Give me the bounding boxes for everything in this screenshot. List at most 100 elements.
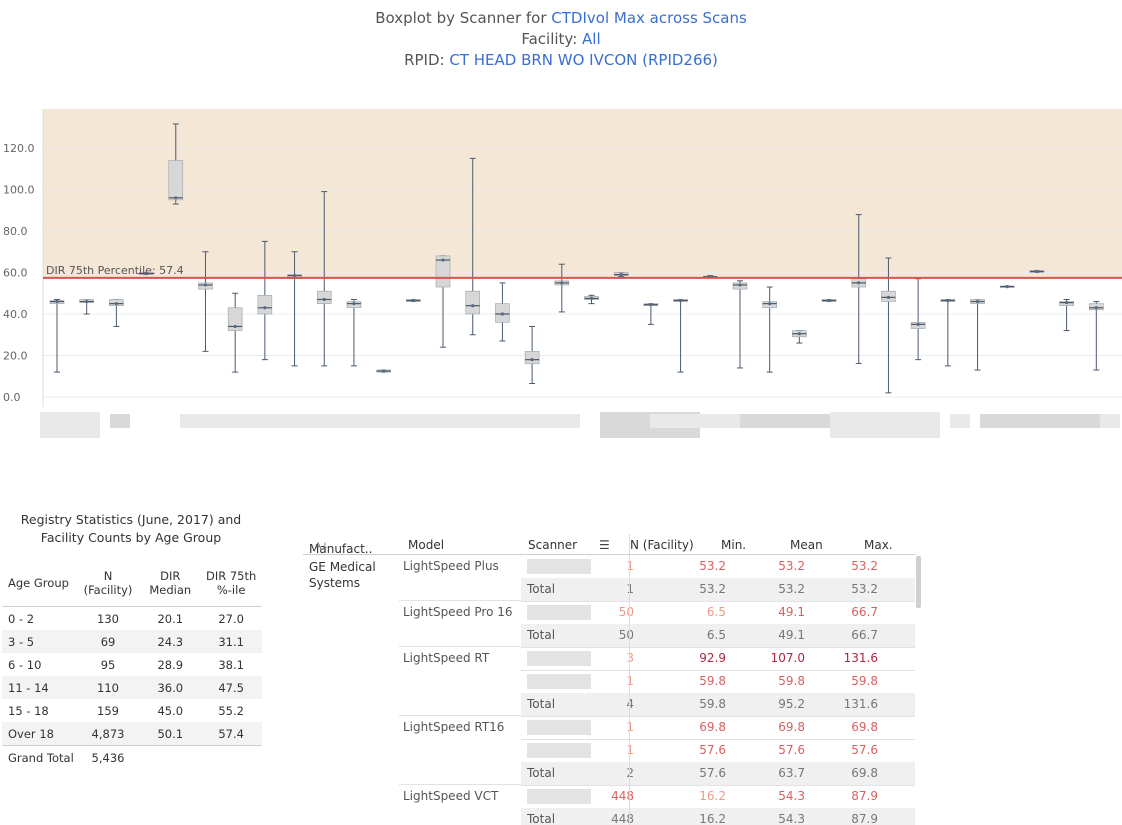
header-n-facility[interactable]: N (Facility) xyxy=(630,538,694,552)
redacted-scanner-label xyxy=(180,414,580,428)
title-prefix: Boxplot by Scanner for xyxy=(375,9,552,27)
measure-link[interactable]: CTDIvol Max across Scans xyxy=(551,9,747,27)
boxplot-chart[interactable]: 0.0 20.0 40.0 60.0 80.0 100.0 120.0 DIR 75th Pe… xyxy=(0,100,1122,410)
table-row[interactable]: 1 57.6 57.6 57.6 xyxy=(521,739,915,763)
header-p75-line2: %-ile xyxy=(216,583,246,597)
min-cell: 16.2 xyxy=(699,789,726,803)
column-divider xyxy=(629,534,630,825)
group-divider xyxy=(399,600,521,601)
n-cell: 4,873 xyxy=(75,722,141,746)
mean-cell: 69.8 xyxy=(778,720,805,734)
data-point xyxy=(263,306,267,310)
data-point xyxy=(738,283,742,287)
n-cell: 130 xyxy=(97,611,119,626)
max-cell: 131.6 xyxy=(843,651,878,665)
data-point xyxy=(1005,285,1009,289)
total-row[interactable]: Total 50 6.5 49.1 66.7 xyxy=(521,624,915,648)
header-model[interactable]: Model xyxy=(408,538,445,552)
redacted-scanner-label xyxy=(980,414,1120,428)
model-cell: LightSpeed VCT xyxy=(403,789,499,803)
box xyxy=(257,295,273,315)
redacted-scanner-label xyxy=(950,414,970,428)
redacted-scanner-name xyxy=(527,789,591,804)
min-cell: 59.8 xyxy=(699,697,726,711)
mean-cell: 53.2 xyxy=(778,582,805,596)
header-max[interactable]: Max. xyxy=(864,538,893,552)
scrollbar-thumb[interactable] xyxy=(916,556,921,608)
redacted-scanner-name xyxy=(527,674,591,689)
mean-cell: 49.1 xyxy=(778,605,805,619)
table-row[interactable]: 6 - 10 95 28.9 38.1 xyxy=(2,653,262,676)
header-p75: DIR 75th %-ile xyxy=(200,560,262,607)
p75-cell: 57.4 xyxy=(200,722,262,746)
header-scanner[interactable]: Scanner xyxy=(528,538,578,552)
median-cell: 28.9 xyxy=(157,657,184,672)
manufacturer-line-1: GE Medical xyxy=(309,560,376,574)
age-cell: 3 - 5 xyxy=(2,630,76,653)
mean-cell: 54.3 xyxy=(778,789,805,803)
total-label: Total xyxy=(527,766,556,780)
data-point xyxy=(411,298,415,303)
min-cell: 57.6 xyxy=(699,766,726,780)
max-cell: 87.9 xyxy=(851,812,878,825)
table-row[interactable]: 1 59.8 59.8 59.8 xyxy=(521,670,915,694)
table-row[interactable]: 3 - 5 69 24.3 31.1 xyxy=(2,630,262,653)
header-mean[interactable]: Mean xyxy=(790,538,823,552)
rpid-link[interactable]: CT HEAD BRN WO IVCON (RPID266) xyxy=(449,51,718,69)
header-n-line1: N xyxy=(103,569,113,583)
redacted-scanner-label xyxy=(650,414,680,428)
sort-az-icon[interactable]: A↓ xyxy=(315,542,329,552)
sort-icon[interactable]: ☰ xyxy=(599,538,610,552)
box xyxy=(227,307,243,331)
table-row[interactable]: 1 69.8 69.8 69.8 xyxy=(521,716,915,740)
table-row[interactable]: 50 6.5 49.1 66.7 xyxy=(521,601,915,625)
min-cell: 6.5 xyxy=(706,605,726,619)
p75-cell: 38.1 xyxy=(218,657,244,672)
data-point xyxy=(886,295,891,299)
max-cell: 69.8 xyxy=(851,720,878,734)
min-cell: 59.8 xyxy=(699,674,726,688)
total-label: Total xyxy=(527,628,556,642)
box xyxy=(524,351,540,365)
age-group-stats-table: Age Group N (Facility) DIR Median DIR 75th… xyxy=(2,560,262,769)
header-p75-line1: DIR 75th xyxy=(205,569,257,583)
data-point xyxy=(827,298,831,303)
table-row[interactable]: 448 16.2 54.3 87.9 xyxy=(521,785,915,809)
table-row[interactable]: 15 - 18 159 45.0 55.2 xyxy=(2,699,262,722)
data-point xyxy=(768,302,772,306)
stats-header-row: Age Group N (Facility) DIR Median DIR 75th… xyxy=(2,560,262,607)
header-min[interactable]: Min. xyxy=(721,538,747,552)
table-row[interactable]: 1 53.2 53.2 53.2 xyxy=(521,555,915,579)
manufacturer-cell: GE Medical Systems xyxy=(309,559,376,591)
data-point xyxy=(1094,306,1098,310)
mean-cell: 59.8 xyxy=(778,674,805,688)
total-row[interactable]: Total 1 53.2 53.2 53.2 xyxy=(521,578,915,602)
total-row[interactable]: Total 448 16.2 54.3 87.9 xyxy=(521,808,915,825)
data-point xyxy=(292,274,297,278)
header-n-line2: (Facility) xyxy=(83,583,133,597)
header-manufacturer-label: Manufact.. xyxy=(309,542,373,556)
table-row[interactable]: 0 - 2 130 20.1 27.0 xyxy=(2,607,262,631)
data-point xyxy=(441,258,445,262)
scanner-axis-labels xyxy=(40,412,1120,457)
above-percentile-band xyxy=(43,109,1122,278)
total-row[interactable]: Total 2 57.6 63.7 69.8 xyxy=(521,762,915,786)
total-row[interactable]: Total 4 59.8 95.2 131.6 xyxy=(521,693,915,717)
grand-total-row[interactable]: Grand Total 5,436 xyxy=(2,745,262,769)
p75-cell: 27.0 xyxy=(218,611,244,626)
y-tick-label: 80.0 xyxy=(3,225,28,238)
redacted-scanner-label xyxy=(1100,414,1120,428)
stats-title: Registry Statistics (June, 2017) and Fac… xyxy=(0,511,262,547)
median-cell: 24.3 xyxy=(140,630,201,653)
title-line-3: RPID: CT HEAD BRN WO IVCON (RPID266) xyxy=(0,50,1122,71)
mean-cell: 95.2 xyxy=(778,697,805,711)
n-cell: 1 xyxy=(626,582,634,596)
table-row[interactable]: Over 18 4,873 50.1 57.4 xyxy=(2,722,262,746)
facility-link[interactable]: All xyxy=(582,30,601,48)
box xyxy=(465,290,481,315)
table-row[interactable]: 3 92.9 107.0 131.6 xyxy=(521,647,915,671)
scanner-table-header: Manufact.. A↓ Model Scanner ☰ N (Facility… xyxy=(303,534,915,556)
min-cell: 16.2 xyxy=(699,812,726,825)
scanner-table[interactable]: Manufact.. A↓ Model Scanner ☰ N (Facility… xyxy=(303,534,921,825)
table-row[interactable]: 11 - 14 110 36.0 47.5 xyxy=(2,676,262,699)
